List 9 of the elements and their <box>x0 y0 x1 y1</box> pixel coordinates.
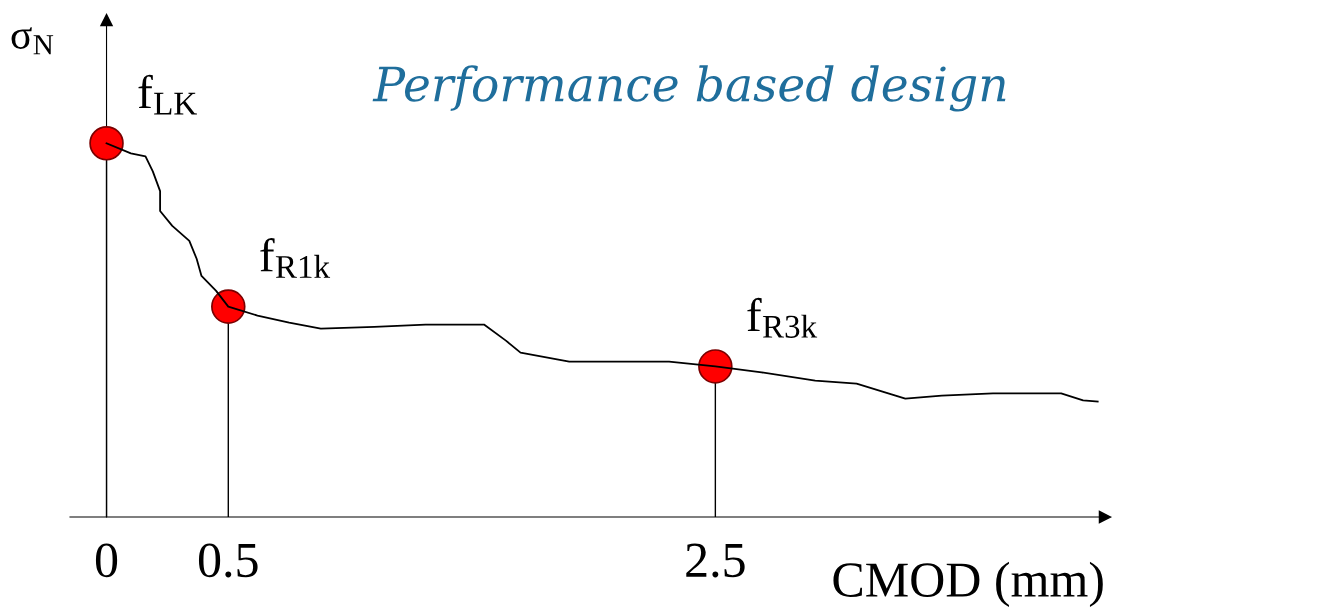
x-axis-title: CMOD (mm) <box>833 561 1103 608</box>
annotation: f$_{LK}$ <box>138 74 197 115</box>
chart-title: Performance based design <box>372 65 1006 112</box>
annotation: f$_{R1k}$ <box>260 238 331 278</box>
annotation: f$_{R3k}$ <box>747 297 818 338</box>
x-tick-label: 2.5 <box>686 543 745 578</box>
y-axis-title: σ$_{N}$ <box>11 27 54 55</box>
x-tick-label: 0.5 <box>198 543 258 578</box>
x-tick-label: 0 <box>95 543 118 578</box>
